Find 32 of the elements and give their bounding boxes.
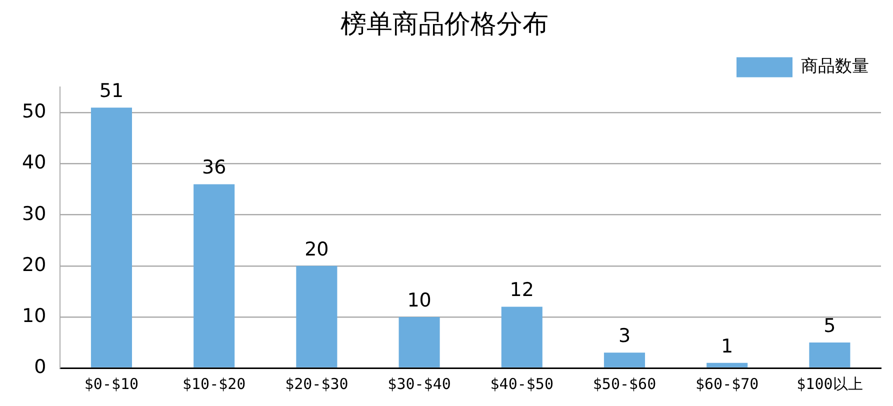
- y-tick-label: 20: [22, 254, 46, 276]
- chart-title: 榜单商品价格分布: [340, 9, 548, 40]
- data-label: 12: [510, 279, 534, 302]
- data-label: 20: [304, 238, 329, 260]
- y-tick-label: 0: [34, 356, 46, 378]
- bar: [398, 316, 440, 368]
- x-tick-label: $100以上: [796, 374, 863, 393]
- x-tick-label: $20-$30: [285, 374, 348, 393]
- legend-label: 商品数量: [801, 56, 869, 77]
- data-label: 36: [202, 156, 226, 179]
- y-tick-label: 40: [22, 152, 46, 174]
- data-label: 3: [618, 325, 631, 348]
- bar: [501, 306, 542, 368]
- bar: [90, 108, 132, 368]
- y-tick-label: 30: [22, 202, 46, 225]
- bar: [809, 342, 850, 368]
- y-tick-label: 50: [22, 100, 46, 123]
- x-tick-label: $0-$10: [84, 374, 139, 393]
- data-label: 10: [407, 289, 432, 312]
- bar: [194, 184, 235, 368]
- data-label: 1: [721, 335, 734, 358]
- data-label: 5: [824, 314, 836, 337]
- y-tick-label: 10: [22, 304, 46, 327]
- x-tick-label: $60-$70: [695, 374, 759, 393]
- x-tick-label: $40-$50: [490, 374, 554, 393]
- bar: [604, 352, 646, 368]
- x-tick-label: $50-$60: [592, 374, 656, 393]
- x-tick-label: $30-$40: [388, 374, 451, 393]
- data-label: 51: [99, 80, 124, 102]
- bar: [706, 362, 748, 368]
- bar: [296, 266, 338, 368]
- x-tick-label: $10-$20: [182, 374, 246, 393]
